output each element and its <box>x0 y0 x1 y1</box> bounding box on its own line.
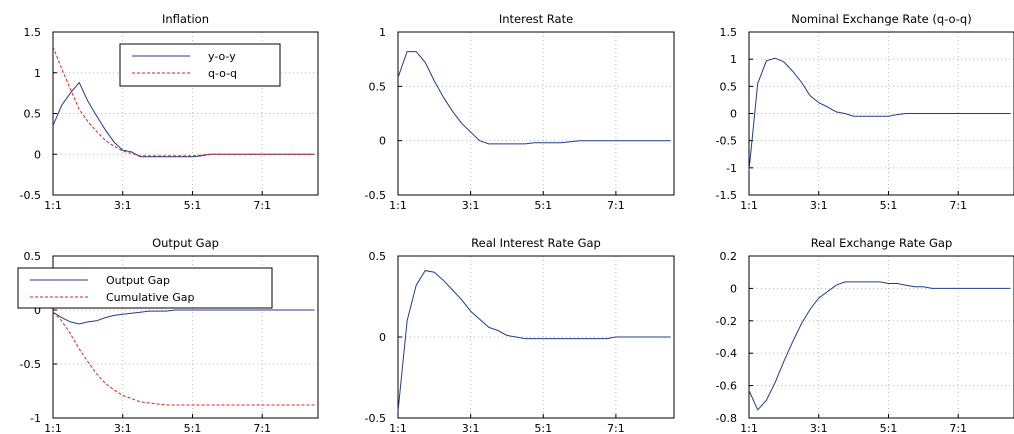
y-tick-label: 0.5 <box>24 250 42 263</box>
series-line-main <box>748 57 1011 171</box>
chart-panel-2: Interest Rate -0.5 0 0.5 1 1:1 3:1 5:1 7:1 <box>365 12 675 212</box>
legend-label: q-o-q <box>208 67 237 80</box>
y-tick-label: 0 <box>730 108 737 121</box>
x-tick-label: 3:1 <box>810 199 828 212</box>
x-tick-label: 3:1 <box>114 199 132 212</box>
x-tick-label: 3:1 <box>114 422 132 434</box>
x-tick-label: 3:1 <box>810 422 828 434</box>
y-tick-label: 0.5 <box>24 108 42 121</box>
x-tick-label: 1:1 <box>389 199 407 212</box>
x-tick-label: 7:1 <box>253 422 271 434</box>
y-tick-label: 1 <box>34 67 41 80</box>
x-tick-label: 1:1 <box>44 199 62 212</box>
chart-panel-4: Output Gap -1 -0.5 0 0.5 1:1 3:1 5:1 7:1 <box>20 236 319 434</box>
y-tick-label: -1 <box>726 162 737 175</box>
legend-label: Cumulative Gap <box>106 291 195 304</box>
x-tick-label: 5:1 <box>534 422 552 434</box>
legend: Output Gap Cumulative Gap <box>17 267 273 309</box>
chart-title: Inflation <box>162 12 209 26</box>
y-tick-label: -0.8 <box>716 412 737 425</box>
x-tick-label: 5:1 <box>880 199 898 212</box>
y-tick-label: -0.5 <box>20 189 41 202</box>
plot-frame <box>397 31 675 196</box>
series-line-output-gap <box>52 309 315 325</box>
x-tick-label: 3:1 <box>462 199 480 212</box>
series-line-main <box>397 51 671 145</box>
plot-frame <box>397 255 675 419</box>
y-tick-label: 0 <box>34 304 41 317</box>
x-tick-label: 5:1 <box>184 422 202 434</box>
plot-frame <box>52 255 319 419</box>
x-tick-label: 1:1 <box>740 199 758 212</box>
y-tick-label: 1.5 <box>24 26 42 39</box>
legend: y-o-y q-o-q <box>119 43 281 87</box>
y-tick-label: 0 <box>379 331 386 344</box>
x-tick-label: 1:1 <box>740 422 758 434</box>
series-line-q-o-q <box>52 46 315 157</box>
y-tick-label: -0.4 <box>716 347 737 360</box>
plot-frame <box>748 255 1014 419</box>
y-tick-label: 0 <box>379 135 386 148</box>
series-line-main <box>748 281 1011 411</box>
series-line-y-o-y <box>52 81 315 158</box>
y-tick-label: 0 <box>730 282 737 295</box>
x-tick-label: 1:1 <box>44 422 62 434</box>
x-tick-label: 7:1 <box>949 422 967 434</box>
chart-panel-6: Real Exchange Rate Gap -0.8 -0.6 -0.4 -0.2 0 0… <box>716 236 1014 434</box>
y-tick-label: 1.5 <box>720 26 738 39</box>
y-tick-label: -0.2 <box>716 315 737 328</box>
chart-panel-1: Inflation -0.5 0 0.5 1 1.5 1:1 3:1 5:1 7:1 <box>20 12 319 212</box>
legend-label: y-o-y <box>208 50 236 63</box>
x-tick-label: 7:1 <box>607 422 625 434</box>
y-tick-label: 1 <box>730 53 737 66</box>
y-tick-label: -1 <box>30 412 41 425</box>
x-tick-label: 7:1 <box>607 199 625 212</box>
y-tick-label: 1 <box>379 26 386 39</box>
x-tick-label: 5:1 <box>880 422 898 434</box>
x-tick-label: 7:1 <box>253 199 271 212</box>
y-tick-label: -0.5 <box>365 189 386 202</box>
series-line-main <box>397 270 671 412</box>
chart-title: Output Gap <box>152 236 219 250</box>
y-tick-label: -0.5 <box>365 412 386 425</box>
y-tick-label: 0 <box>34 148 41 161</box>
y-tick-label: 0.5 <box>369 80 387 93</box>
x-tick-label: 1:1 <box>389 422 407 434</box>
plot-frame <box>748 31 1014 196</box>
legend-label: Output Gap <box>106 274 170 287</box>
y-tick-label: 0.5 <box>369 250 387 263</box>
chart-panel-3: Nominal Exchange Rate (q-o-q) -1.5 -1 -0.5 0… <box>716 12 1014 212</box>
y-tick-label: -0.5 <box>716 135 737 148</box>
legend-box <box>17 267 273 309</box>
chart-panel-5: Real Interest Rate Gap -0.5 0 0.5 1:1 3:1 5:1 7… <box>365 236 675 434</box>
plot-frame <box>52 31 319 196</box>
chart-title: Real Interest Rate Gap <box>471 236 601 250</box>
x-tick-label: 5:1 <box>534 199 552 212</box>
chart-title: Interest Rate <box>499 12 573 26</box>
legend-box <box>119 43 281 87</box>
chart-title: Nominal Exchange Rate (q-o-q) <box>791 12 971 26</box>
series-line-cumulative-gap <box>52 311 315 406</box>
x-tick-label: 5:1 <box>184 199 202 212</box>
y-tick-label: 0.2 <box>720 250 738 263</box>
y-tick-label: -1.5 <box>716 189 737 202</box>
chart-title: Real Exchange Rate Gap <box>811 236 953 250</box>
x-tick-label: 7:1 <box>949 199 967 212</box>
x-tick-label: 3:1 <box>462 422 480 434</box>
y-tick-label: -0.5 <box>20 358 41 371</box>
y-tick-label: 0.5 <box>720 80 738 93</box>
y-tick-label: -0.6 <box>716 380 737 393</box>
